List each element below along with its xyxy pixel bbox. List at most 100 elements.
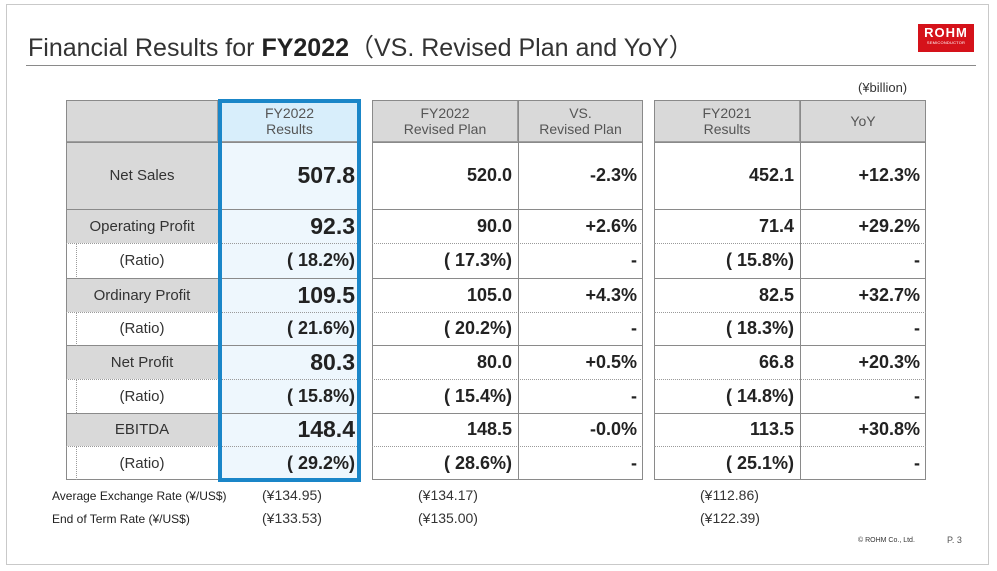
cell-fy2022: ( 18.2%) [286, 250, 355, 270]
cell-fy2021: ( 25.1%) [725, 452, 794, 473]
row-label: Operating Profit [89, 217, 195, 235]
cell-plan: ( 28.6%) [443, 452, 512, 473]
cell-plan: 80.0 [476, 351, 512, 372]
cell-fy2022: ( 21.6%) [286, 318, 355, 338]
fy2022-column-bg [218, 142, 361, 480]
end-rate-plan: (¥135.00) [418, 510, 478, 526]
table-group-2 [654, 100, 926, 480]
cell-vs-plan: +4.3% [585, 284, 637, 305]
cell-fy2022: ( 15.8%) [286, 385, 355, 406]
row-divider [66, 209, 361, 210]
row-divider [372, 142, 643, 143]
cell-plan: 105.0 [466, 284, 512, 305]
ratio-divider [654, 312, 926, 313]
row-label: (Ratio) [119, 454, 165, 472]
cell-vs-plan: - [631, 385, 637, 406]
cell-plan: 90.0 [476, 215, 512, 236]
avg-rate-label: Average Exchange Rate (¥/US$) [52, 489, 227, 503]
cell-fy2021: 82.5 [758, 284, 794, 305]
row-divider [654, 278, 926, 279]
header-fy2022-results: FY2022 Results [218, 100, 361, 142]
cell-vs-plan: +2.6% [585, 215, 637, 236]
cell-fy2021: 71.4 [758, 215, 794, 236]
row-divider [654, 209, 926, 210]
end-rate-fy2022: (¥133.53) [262, 510, 322, 526]
row-label-bg [66, 278, 218, 312]
row-divider [372, 278, 643, 279]
cell-fy2022: 148.4 [297, 416, 355, 442]
ratio-divider [66, 446, 361, 447]
page-number: P. 3 [947, 535, 962, 545]
cell-yoy: - [914, 318, 920, 338]
row-label-bg [66, 142, 218, 209]
cell-yoy: - [914, 385, 920, 406]
row-label: (Ratio) [119, 252, 165, 269]
cell-plan: ( 17.3%) [443, 250, 512, 270]
cell-vs-plan: -2.3% [589, 165, 637, 185]
ratio-divider [372, 446, 643, 447]
cell-vs-plan: - [631, 318, 637, 338]
row-divider [66, 413, 361, 414]
row-label: EBITDA [114, 421, 170, 438]
cell-plan: 148.5 [466, 419, 512, 439]
cell-fy2021: ( 14.8%) [725, 385, 794, 406]
row-label-bg [66, 209, 218, 243]
header-fy2022-results-line: Results [266, 121, 313, 137]
title-divider [26, 65, 976, 66]
row-divider [654, 345, 926, 346]
header-fy2022-results-line: FY2022 [264, 105, 315, 121]
cell-yoy: +29.2% [858, 215, 920, 236]
cell-plan: ( 20.2%) [443, 318, 512, 338]
header-vs-plan-line: VS. [569, 105, 592, 121]
cell-fy2022: 80.3 [310, 348, 355, 375]
row-label: Net Sales [109, 167, 175, 184]
cell-fy2022: 507.8 [297, 162, 355, 188]
cell-fy2022: 92.3 [310, 212, 355, 239]
header-blank [66, 100, 218, 142]
ratio-divider [372, 312, 643, 313]
row-label-bg [66, 413, 218, 446]
avg-rate-fy2021: (¥112.86) [700, 487, 759, 503]
cell-yoy: +32.7% [858, 284, 920, 305]
row-label: Net Profit [110, 353, 174, 371]
row-divider [66, 142, 361, 143]
cell-fy2021: 66.8 [758, 351, 794, 372]
ratio-indent-tick [76, 446, 77, 480]
avg-rate-plan: (¥134.17) [418, 487, 478, 503]
header-vs-plan: VS. Revised Plan [518, 100, 643, 142]
end-rate-fy2021: (¥122.39) [700, 510, 760, 526]
row-label: Ordinary Profit [93, 286, 191, 304]
row-divider [372, 413, 643, 414]
copyright: © ROHM Co., Ltd. [858, 537, 915, 544]
ratio-divider [66, 379, 361, 380]
slide-frame [6, 4, 989, 565]
avg-rate-fy2022: (¥134.95) [262, 487, 322, 503]
rohm-logo: ROHM SEMICONDUCTOR [918, 24, 974, 52]
row-label-bg [66, 345, 218, 379]
ratio-divider [654, 243, 926, 244]
ratio-indent-tick [76, 379, 77, 413]
ratio-divider [372, 379, 643, 380]
cell-vs-plan: - [631, 452, 637, 473]
cell-fy2021: 113.5 [749, 419, 794, 439]
row-divider [372, 209, 643, 210]
row-label: (Ratio) [119, 387, 165, 405]
ratio-divider [66, 312, 361, 313]
header-fy2022-plan: FY2022 Revised Plan [372, 100, 518, 142]
row-divider [66, 278, 361, 279]
cell-vs-plan: +0.5% [585, 351, 637, 372]
ratio-indent-tick [76, 312, 77, 346]
row-divider [372, 345, 643, 346]
cell-vs-plan: - [631, 250, 637, 270]
cell-yoy: +12.3% [858, 165, 920, 185]
column-divider [518, 100, 519, 480]
cell-fy2021: ( 18.3%) [725, 318, 794, 338]
ratio-divider [654, 379, 926, 380]
row-label: (Ratio) [119, 320, 165, 337]
cell-fy2022: ( 29.2%) [286, 452, 355, 473]
header-fy2021-results-line: Results [703, 121, 751, 137]
header-vs-plan-line: Revised Plan [539, 121, 622, 137]
table-group-1 [372, 100, 643, 480]
column-divider [800, 100, 801, 480]
cell-vs-plan: -0.0% [589, 419, 637, 439]
